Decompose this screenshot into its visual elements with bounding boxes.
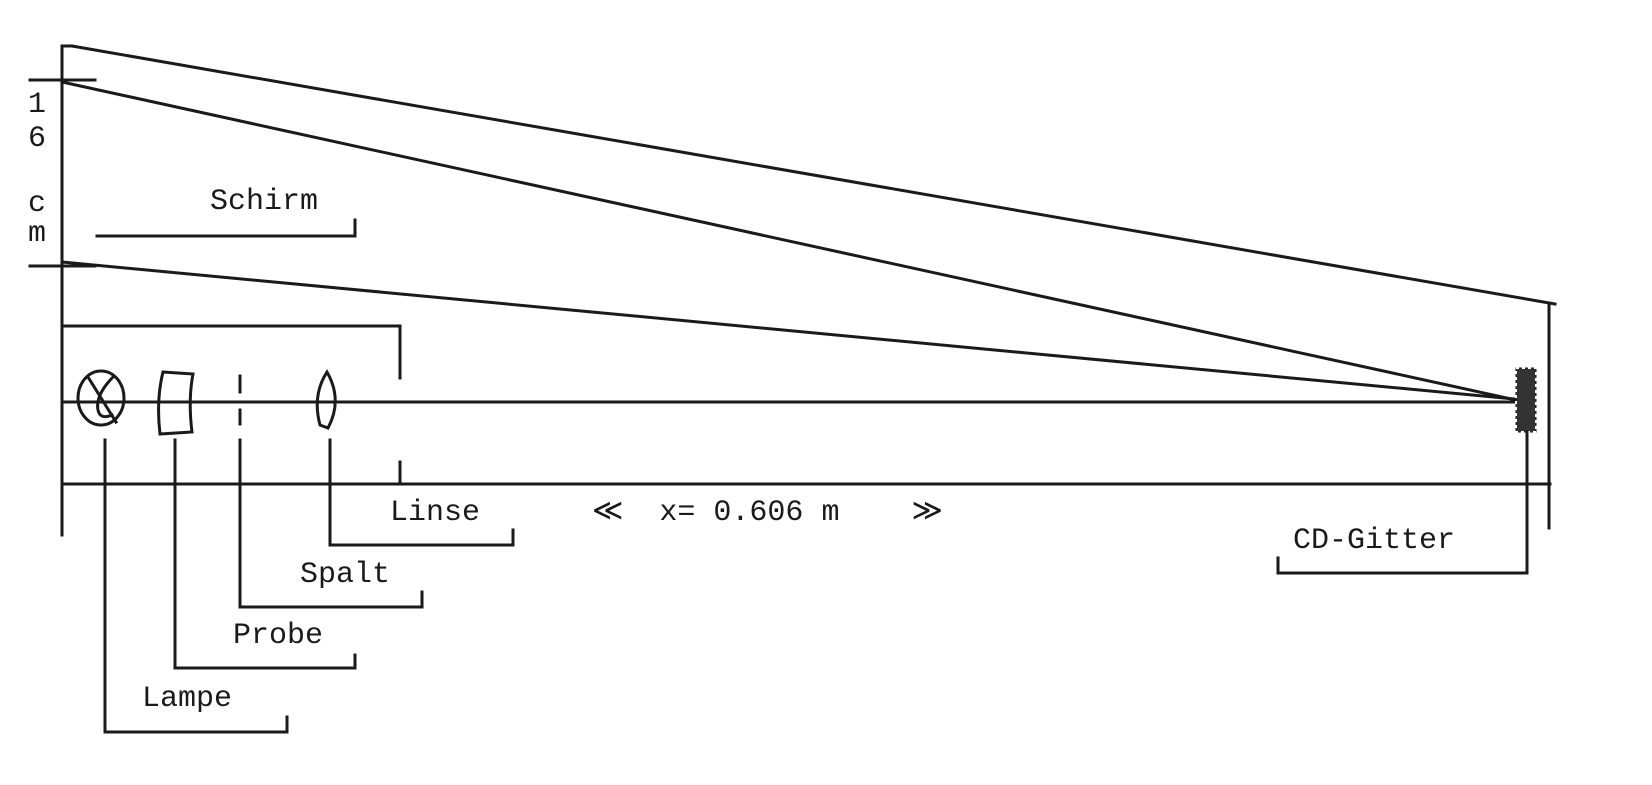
housing-top xyxy=(60,324,402,380)
screen-size-label-c: c xyxy=(28,187,46,221)
grating-leader xyxy=(1276,556,1529,575)
screen-size-label-1: 1 xyxy=(28,88,46,122)
outer-ray xyxy=(70,44,1557,306)
sample-cuvette-icon xyxy=(157,370,195,436)
lens-icon xyxy=(315,369,337,430)
grating-label: CD-Gitter xyxy=(1293,524,1455,558)
lens-leader xyxy=(328,438,515,547)
sample-leader xyxy=(173,438,357,670)
screen-size-label-m: m xyxy=(28,217,46,251)
sample-label: Probe xyxy=(233,619,323,653)
distance-label: ≪ x= 0.606 m ≫ xyxy=(592,496,943,530)
screen-size-label-6: 6 xyxy=(28,122,46,156)
cd-grating-icon xyxy=(1515,367,1537,575)
screen-label: Schirm xyxy=(210,185,318,219)
slit-label: Spalt xyxy=(300,558,390,592)
first-order-ray-upper xyxy=(60,80,1527,404)
lamp-label: Lampe xyxy=(142,682,232,716)
first-order-ray-lower xyxy=(60,260,1527,402)
lens-label: Linse xyxy=(390,496,480,530)
slit-leader xyxy=(238,438,424,609)
screen-leader xyxy=(95,218,357,238)
lamp-leader xyxy=(103,438,289,734)
lamp-icon xyxy=(76,369,126,427)
